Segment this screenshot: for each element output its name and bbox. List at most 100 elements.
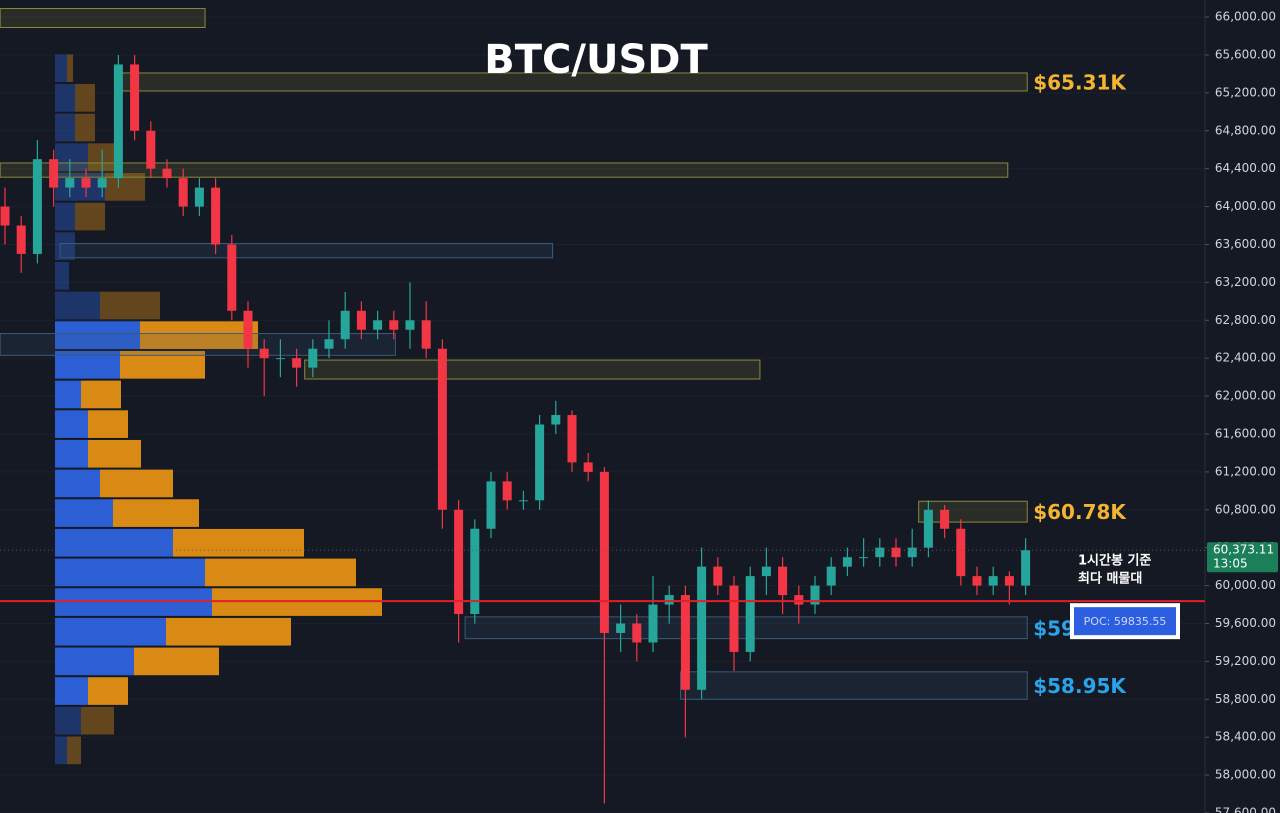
profile-sell	[67, 736, 81, 765]
candle-body	[486, 481, 496, 529]
zone-label: $65.31K	[1033, 70, 1127, 94]
y-tick-label: 60,000.00	[1215, 578, 1276, 592]
zone	[0, 333, 396, 356]
profile-buy	[55, 647, 134, 676]
candle-body	[616, 623, 626, 633]
candle-body	[49, 159, 59, 188]
candle-body	[680, 595, 690, 690]
candle-body	[324, 339, 334, 349]
y-tick-label: 58,000.00	[1215, 768, 1276, 782]
profile-sell	[134, 647, 219, 676]
last-price-tag	[1207, 542, 1278, 573]
last-price-label: 60,373.11	[1213, 543, 1274, 557]
profile-sell	[113, 499, 199, 527]
y-tick-label: 57,600.00	[1215, 806, 1276, 813]
y-tick-label: 62,800.00	[1215, 313, 1276, 327]
poc-label: POC: 59835.55	[1084, 615, 1167, 628]
candle-body	[810, 585, 820, 605]
countdown: 13:05	[1213, 557, 1248, 571]
candle-body	[81, 178, 91, 188]
y-tick-label: 65,600.00	[1215, 47, 1276, 61]
y-tick-label: 61,600.00	[1215, 426, 1276, 440]
candle-body	[891, 547, 901, 558]
y-tick-label: 64,400.00	[1215, 161, 1276, 175]
candle-body	[389, 320, 399, 330]
candle-body	[308, 348, 318, 368]
chart-title: BTC/USDT	[484, 37, 708, 83]
candle-body	[437, 348, 447, 510]
profile-buy	[55, 321, 140, 349]
profile-buy	[55, 113, 75, 142]
y-tick-label: 64,800.00	[1215, 123, 1276, 137]
candle-body	[227, 244, 237, 311]
candle-body	[826, 566, 836, 586]
candle-body	[875, 547, 885, 558]
profile-sell	[88, 439, 141, 468]
profile-buy	[55, 558, 205, 587]
candle-body	[859, 557, 869, 559]
zone-label: $60.78K	[1033, 500, 1127, 524]
candle-body	[956, 528, 966, 577]
zone	[680, 671, 1028, 700]
candle-body	[97, 178, 107, 188]
candle-body	[599, 471, 609, 633]
candle-body	[988, 576, 998, 586]
candle-body	[729, 585, 739, 652]
candle-body	[243, 310, 253, 349]
y-tick-label: 63,200.00	[1215, 275, 1276, 289]
candle-body	[178, 178, 188, 207]
profile-buy	[55, 706, 81, 735]
candle-body	[194, 187, 204, 207]
y-tick-label: 59,200.00	[1215, 654, 1276, 668]
profile-buy	[55, 469, 100, 498]
profile-sell	[205, 558, 356, 587]
candle-body	[842, 557, 852, 567]
candle-body	[405, 320, 415, 330]
profile-buy	[55, 84, 75, 112]
y-tick-label: 59,600.00	[1215, 616, 1276, 630]
candle-body	[535, 424, 545, 501]
candle-body	[794, 595, 804, 605]
profile-sell	[67, 54, 73, 83]
candle-body	[275, 358, 285, 360]
candle-body	[16, 225, 26, 254]
profile-buy	[55, 262, 69, 290]
profile-sell	[88, 410, 128, 438]
candle-body	[648, 604, 658, 643]
profile-sell	[173, 528, 304, 557]
candle-body	[761, 566, 771, 577]
candle-body	[113, 64, 123, 179]
profile-sell	[100, 291, 160, 320]
profile-buy	[55, 439, 88, 468]
profile-buy	[55, 380, 81, 409]
zone	[0, 8, 206, 28]
candle-body	[421, 320, 431, 349]
zone	[918, 500, 1028, 523]
profile-sell	[81, 706, 114, 735]
candle-body	[632, 623, 642, 643]
candle-body	[778, 566, 788, 596]
candle-body	[972, 576, 982, 586]
candle-body	[0, 206, 10, 226]
profile-buy	[55, 410, 88, 438]
y-tick-label: 63,600.00	[1215, 237, 1276, 251]
y-tick-label: 62,400.00	[1215, 351, 1276, 365]
profile-buy	[55, 677, 88, 705]
profile-buy	[55, 499, 113, 527]
profile-sell	[75, 84, 95, 112]
profile-sell	[75, 113, 95, 142]
profile-buy	[55, 202, 75, 231]
candle-body	[259, 348, 269, 359]
poc-box	[1074, 607, 1176, 636]
profile-sell	[88, 677, 128, 705]
profile-buy	[55, 528, 173, 557]
profile-sell	[81, 380, 121, 409]
profile-buy	[55, 617, 166, 646]
profile-buy	[55, 54, 67, 83]
candle-body	[502, 481, 512, 501]
y-tick-label: 62,000.00	[1215, 389, 1276, 403]
zone	[304, 359, 761, 380]
profile-sell	[75, 202, 105, 231]
